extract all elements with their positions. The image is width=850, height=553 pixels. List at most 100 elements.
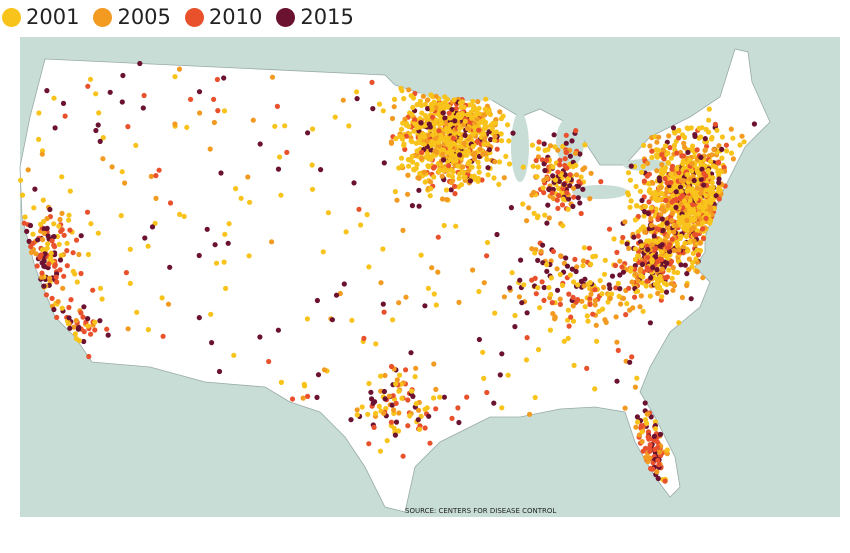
case-dot bbox=[497, 109, 503, 115]
case-dot bbox=[671, 183, 677, 189]
case-dot bbox=[127, 280, 133, 286]
case-dot bbox=[123, 270, 129, 276]
case-dot bbox=[506, 138, 512, 144]
case-dot bbox=[305, 130, 311, 136]
case-dot bbox=[426, 132, 432, 138]
case-dot bbox=[701, 182, 707, 188]
case-dot bbox=[436, 128, 442, 134]
case-dot bbox=[616, 293, 622, 299]
case-dot bbox=[662, 280, 668, 286]
case-dot bbox=[33, 251, 39, 257]
case-dot bbox=[703, 215, 709, 221]
case-dot bbox=[67, 325, 73, 331]
case-dot bbox=[167, 264, 173, 270]
case-dot bbox=[461, 104, 467, 110]
case-dot bbox=[531, 189, 537, 195]
case-dot bbox=[392, 432, 398, 438]
case-dot bbox=[278, 192, 284, 198]
case-dot bbox=[547, 327, 554, 333]
case-dot bbox=[719, 146, 725, 152]
case-dot bbox=[559, 202, 566, 208]
legend-swatch bbox=[2, 7, 21, 27]
case-dot bbox=[635, 278, 641, 284]
case-dot bbox=[637, 239, 644, 245]
case-dot bbox=[56, 223, 62, 229]
case-dot bbox=[436, 143, 443, 149]
case-dot bbox=[137, 60, 143, 67]
case-dot bbox=[394, 377, 400, 383]
case-dot bbox=[662, 478, 668, 484]
case-dot bbox=[78, 233, 84, 239]
case-dot bbox=[644, 173, 650, 179]
case-dot bbox=[629, 279, 635, 285]
case-dot bbox=[602, 257, 608, 263]
case-dot bbox=[409, 203, 415, 209]
case-dot bbox=[556, 185, 562, 191]
case-dot bbox=[433, 386, 439, 392]
case-dot bbox=[721, 164, 727, 171]
case-dot bbox=[40, 237, 46, 243]
case-dot bbox=[485, 110, 491, 116]
case-dot bbox=[668, 187, 674, 194]
case-dot bbox=[346, 123, 352, 129]
case-dot bbox=[396, 410, 402, 416]
case-dot bbox=[376, 101, 383, 107]
case-dot bbox=[656, 196, 662, 203]
case-dot bbox=[646, 199, 652, 205]
case-dot bbox=[536, 139, 542, 145]
case-dot bbox=[475, 159, 481, 165]
case-dot bbox=[671, 229, 677, 235]
case-dot bbox=[532, 275, 538, 281]
case-dot bbox=[376, 403, 382, 409]
case-dot bbox=[686, 267, 692, 273]
case-dot bbox=[476, 336, 482, 343]
case-dot bbox=[548, 291, 554, 298]
case-dot bbox=[647, 293, 653, 299]
case-dot bbox=[366, 380, 372, 387]
case-dot bbox=[97, 285, 104, 291]
case-dot bbox=[626, 245, 632, 251]
case-dot bbox=[640, 308, 646, 314]
case-dot bbox=[549, 300, 555, 306]
case-dot bbox=[452, 183, 458, 189]
case-dot bbox=[442, 115, 448, 121]
case-dot bbox=[451, 141, 457, 147]
case-dot bbox=[39, 151, 45, 157]
case-dot bbox=[427, 128, 433, 134]
case-dot bbox=[660, 221, 666, 227]
case-dot bbox=[76, 338, 82, 344]
case-dot bbox=[391, 104, 397, 110]
case-dot bbox=[48, 250, 54, 256]
case-dot bbox=[452, 191, 458, 197]
case-dot bbox=[626, 285, 632, 291]
case-dot bbox=[663, 289, 670, 295]
case-dot bbox=[377, 448, 384, 454]
case-dot bbox=[80, 314, 86, 320]
case-dot bbox=[300, 395, 306, 401]
case-dot bbox=[620, 234, 626, 241]
case-dot bbox=[304, 316, 310, 322]
case-dot bbox=[38, 221, 44, 227]
case-dot bbox=[314, 394, 320, 400]
case-dot bbox=[618, 301, 624, 307]
case-dot bbox=[354, 407, 360, 413]
case-dot bbox=[499, 138, 505, 144]
case-dot bbox=[571, 362, 577, 368]
case-dot bbox=[269, 239, 275, 245]
case-dot bbox=[119, 169, 125, 175]
case-dot bbox=[560, 223, 566, 229]
case-dot bbox=[700, 275, 706, 281]
case-dot bbox=[609, 273, 616, 279]
case-dot bbox=[461, 140, 467, 146]
case-dot bbox=[655, 444, 661, 450]
case-dot bbox=[642, 417, 649, 423]
case-dot bbox=[95, 122, 101, 128]
case-dot bbox=[650, 466, 656, 472]
case-dot bbox=[359, 404, 365, 410]
case-dot bbox=[448, 187, 454, 193]
case-dot bbox=[133, 142, 139, 148]
case-dot bbox=[655, 457, 661, 463]
case-dot bbox=[449, 174, 455, 180]
case-dot bbox=[67, 227, 73, 233]
